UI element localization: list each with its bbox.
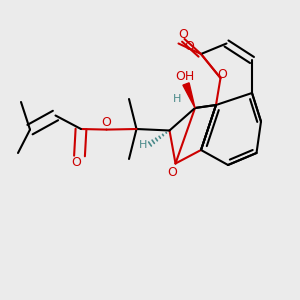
Polygon shape (183, 83, 195, 108)
Text: O: O (102, 116, 111, 129)
Text: O: O (72, 155, 81, 169)
Text: H: H (139, 140, 148, 151)
Text: O: O (178, 28, 188, 41)
Text: H: H (173, 94, 181, 104)
Text: O: O (217, 68, 227, 82)
Text: O: O (184, 40, 194, 53)
Text: OH: OH (175, 70, 194, 83)
Text: O: O (168, 166, 177, 179)
